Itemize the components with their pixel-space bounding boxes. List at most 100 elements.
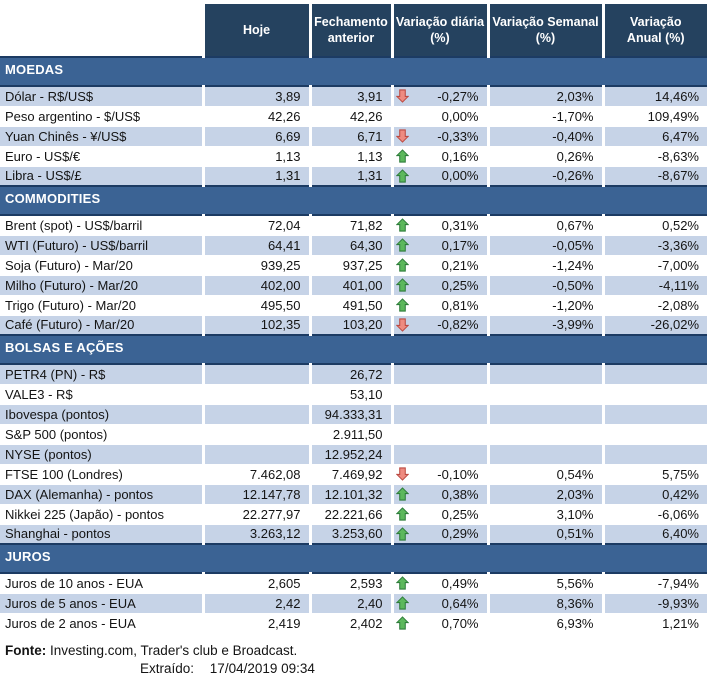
table-row: Brent (spot) - US$/barril 72,04 71,82 0,31%… [0,215,707,236]
extracted-label: Extraído: [140,660,195,676]
cell-variacao-anual: 6,40% [603,524,707,545]
cell-variacao-anual-value: 6,40% [662,526,699,542]
table-row: S&P 500 (pontos) 2.911,50 [0,424,707,445]
cell-variacao-diaria-value: 0,17% [441,237,479,253]
cell-fechamento-anterior: 2.911,50 [310,424,394,445]
cell-label-value: Soja (Futuro) - Mar/20 [5,257,133,273]
table-body: MOEDAS Dólar - R$/US$ 3,89 3,91 -0,27% 2,03% 1… [0,56,707,634]
cell-variacao-semanal-value: 2,03% [556,486,594,502]
cell-variacao-semanal: -0,05% [488,235,605,256]
up-arrow-icon [395,278,409,292]
cell-label: Euro - US$/€ [0,146,205,167]
cell-variacao-semanal: -1,70% [488,106,605,127]
cell-variacao-diaria: 0,17% [392,235,490,256]
cell-variacao-diaria: 0,00% [392,166,490,187]
cell-variacao-diaria-value: 0,16% [441,148,479,164]
table-row: Yuan Chinês - ¥/US$ 6,69 6,71 -0,33% -0,40% 6… [0,126,707,147]
cell-variacao-semanal-value: 0,51% [556,526,594,542]
cell-variacao-semanal: 3,10% [488,504,605,525]
cell-variacao-anual: 109,49% [603,106,707,127]
cell-variacao-anual: -8,63% [603,146,707,167]
cell-variacao-diaria-value: 0,64% [441,595,479,611]
cell-label-value: FTSE 100 (Londres) [5,466,123,482]
cell-fechamento-anterior: 53,10 [310,384,394,405]
cell-hoje [203,384,312,405]
column-header-hoje: Hoje [201,4,310,57]
cell-variacao-diaria [392,384,490,405]
cell-variacao-semanal: 2,03% [488,484,605,505]
cell-variacao-semanal-value: 0,26% [556,148,594,164]
cell-label-value: Nikkei 225 (Japão) - pontos [5,506,164,522]
cell-hoje: 3,89 [203,86,312,107]
cell-hoje-value: 2,42 [275,595,301,611]
cell-variacao-anual: 0,52% [603,215,707,236]
market-table: Hoje Fechamento anterior Variação diária (… [0,4,707,634]
up-arrow-icon [395,576,409,590]
column-header-fechamento-anterior: Fechamento anterior [308,4,392,57]
table-row: Trigo (Futuro) - Mar/20 495,50 491,50 0,81%… [0,295,707,316]
table-row: Juros de 2 anos - EUA 2,419 2,402 0,70% 6,93… [0,613,707,634]
cell-label-value: Juros de 5 anos - EUA [5,595,136,611]
cell-variacao-anual-value: -7,00% [657,257,699,273]
section-header-commodities: COMMODITIES [0,185,707,216]
cell-fechamento-anterior: 401,00 [310,275,394,296]
cell-variacao-diaria-value: 0,25% [441,506,479,522]
cell-variacao-diaria: 0,29% [392,524,490,545]
cell-fechamento-anterior: 2,40 [310,593,394,614]
section-header-bolsas-e-acoes: BOLSAS E AÇÕES [0,334,707,365]
table-row: Ibovespa (pontos) 94.333,31 [0,404,707,425]
cell-hoje-value: 495,50 [260,297,301,313]
cell-variacao-diaria-value: 0,00% [441,168,479,184]
cell-label-value: Euro - US$/€ [5,148,81,164]
cell-variacao-anual: 5,75% [603,464,707,485]
down-arrow-icon [395,89,409,104]
cell-hoje-value: 102,35 [260,317,301,333]
cell-variacao-semanal: 0,26% [488,146,605,167]
up-arrow-icon [395,596,409,610]
up-arrow-icon [395,507,409,521]
cell-variacao-anual-value: -26,02% [650,317,699,333]
cell-variacao-diaria-value: 0,49% [441,575,479,591]
cell-variacao-semanal-value: 0,67% [556,217,594,233]
cell-variacao-semanal: -0,26% [488,166,605,187]
cell-hoje-value: 12.147,78 [242,486,301,502]
cell-variacao-anual-value: -8,67% [657,168,699,184]
cell-label-value: Juros de 10 anos - EUA [5,575,144,591]
cell-hoje: 7.462,08 [203,464,312,485]
cell-variacao-diaria: 0,21% [392,255,490,276]
cell-fechamento-anterior: 1,13 [310,146,394,167]
cell-variacao-diaria: 0,64% [392,593,490,614]
cell-fechamento-anterior-value: 3,91 [357,88,383,104]
cell-variacao-anual: 0,42% [603,484,707,505]
cell-variacao-semanal [488,404,605,425]
up-arrow-icon [395,258,409,272]
cell-fechamento-anterior-value: 22.221,66 [324,506,383,522]
cell-hoje-value: 1,31 [275,168,301,184]
cell-variacao-anual: -3,36% [603,235,707,256]
cell-variacao-diaria: 0,25% [392,275,490,296]
table-row: Libra - US$/£ 1,31 1,31 0,00% -0,26% -8,67% [0,166,707,187]
cell-variacao-anual: 6,47% [603,126,707,147]
cell-label: Juros de 2 anos - EUA [0,613,205,634]
cell-fechamento-anterior-value: 2,593 [349,575,383,591]
cell-variacao-anual: 1,21% [603,613,707,634]
cell-fechamento-anterior-value: 6,71 [357,128,383,144]
cell-label: Nikkei 225 (Japão) - pontos [0,504,205,525]
cell-variacao-semanal-value: 8,36% [556,595,594,611]
cell-label-value: Ibovespa (pontos) [5,406,110,422]
cell-hoje: 2,419 [203,613,312,634]
cell-label: Brent (spot) - US$/barril [0,215,205,236]
cell-variacao-anual: -7,94% [603,573,707,594]
cell-hoje-value: 72,04 [267,217,301,233]
cell-variacao-anual-value: -7,94% [657,575,699,591]
up-arrow-icon [395,487,409,501]
cell-label-value: Libra - US$/£ [5,168,82,184]
cell-variacao-anual-value: -3,36% [657,237,699,253]
cell-hoje: 939,25 [203,255,312,276]
cell-label: Dólar - R$/US$ [0,86,205,107]
cell-fechamento-anterior: 937,25 [310,255,394,276]
down-arrow-icon [395,467,409,481]
cell-variacao-diaria [392,424,490,445]
cell-variacao-semanal-value: -1,24% [552,257,594,273]
cell-hoje: 495,50 [203,295,312,316]
